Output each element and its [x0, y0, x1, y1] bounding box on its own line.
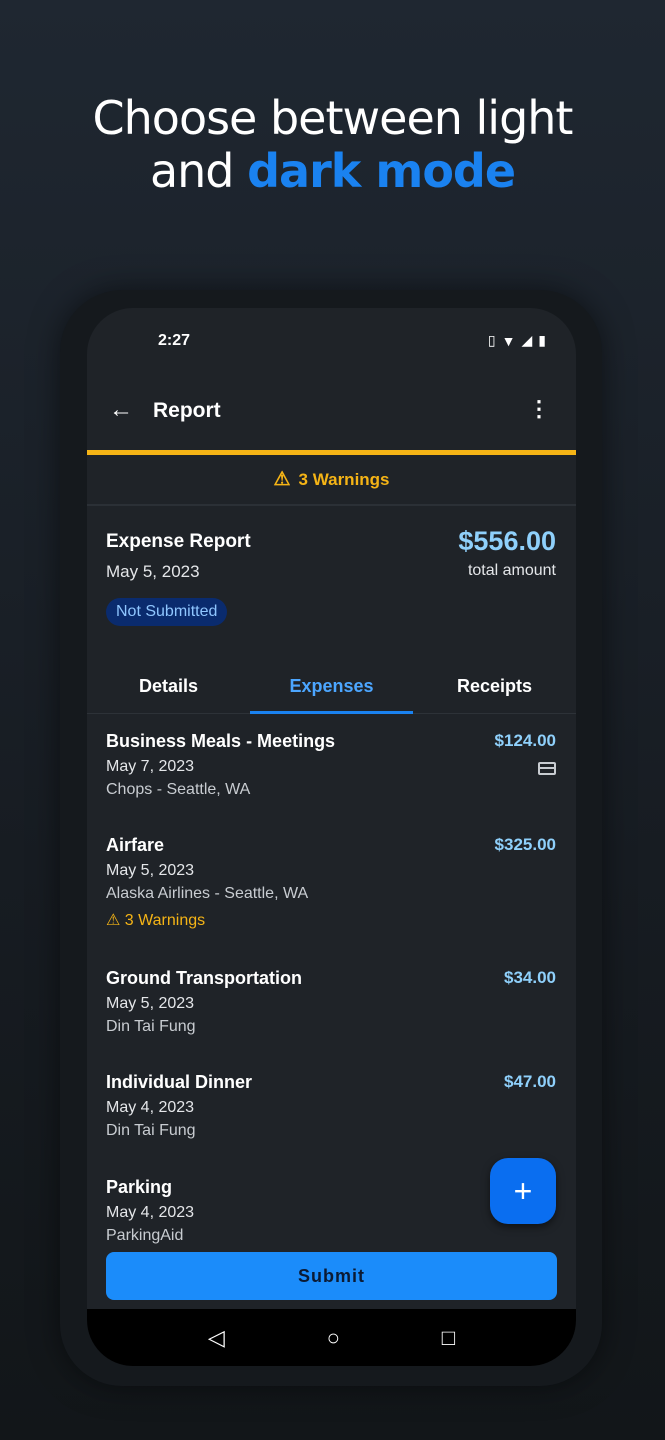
- credit-card-icon: [538, 762, 556, 775]
- expense-title: Ground Transportation: [106, 968, 302, 988]
- warning-icon: ⚠: [273, 469, 291, 490]
- expense-title: Individual Dinner: [106, 1072, 253, 1092]
- status-icons: ▯ ▼ ◢ ▮: [488, 332, 546, 349]
- list-item[interactable]: Individual Dinner May 4, 2023 Din Tai Fu…: [87, 1055, 576, 1160]
- battery-icon: ▮: [538, 332, 546, 348]
- list-item[interactable]: Parking May 4, 2023 ParkingAid: [87, 1160, 576, 1244]
- headline: Choose between light and dark mode: [0, 92, 665, 198]
- nav-recents-icon[interactable]: □: [441, 1324, 456, 1350]
- add-expense-button[interactable]: +: [490, 1158, 556, 1224]
- more-vertical-icon[interactable]: ⋮: [528, 396, 550, 421]
- list-item[interactable]: Ground Transportation May 5, 2023 Din Ta…: [87, 951, 576, 1055]
- warning-bar: [87, 450, 576, 455]
- expense-title: Parking: [106, 1177, 173, 1197]
- phone-screen: 2:27 ▯ ▼ ◢ ▮ ← Report ⋮ ⚠ 3 Warnings Exp…: [87, 308, 576, 1366]
- system-nav-bar: ◁ ○ □: [87, 1309, 576, 1366]
- expense-date: May 5, 2023: [106, 995, 195, 1012]
- expense-date: May 5, 2023: [106, 862, 195, 879]
- expense-merchant: Din Tai Fung: [106, 1018, 196, 1035]
- list-item[interactable]: Airfare May 5, 2023 Alaska Airlines - Se…: [87, 818, 576, 951]
- tab-expenses[interactable]: Expenses: [250, 668, 413, 714]
- report-title: Expense Report: [106, 531, 251, 552]
- nav-home-icon[interactable]: ○: [326, 1324, 340, 1350]
- nav-back-icon[interactable]: ◁: [207, 1324, 225, 1350]
- expense-title: Airfare: [106, 835, 165, 855]
- tab-bar: Details Expenses Receipts: [87, 668, 576, 714]
- list-item[interactable]: Business Meals - Meetings May 7, 2023 Ch…: [87, 714, 576, 818]
- report-date: May 5, 2023: [106, 562, 200, 581]
- wifi-icon: ▼: [501, 332, 516, 349]
- status-badge: Not Submitted: [106, 598, 228, 626]
- expense-merchant: Alaska Airlines - Seattle, WA: [106, 885, 309, 902]
- submit-button[interactable]: Submit: [106, 1252, 557, 1300]
- expense-amount: $34.00: [504, 968, 556, 987]
- expense-amount: $325.00: [494, 835, 556, 854]
- vibrate-icon: ▯: [487, 332, 496, 348]
- expense-list: Business Meals - Meetings May 7, 2023 Ch…: [87, 714, 576, 1244]
- report-amount: $556.00: [458, 526, 556, 556]
- warning-banner-text: 3 Warnings: [298, 469, 390, 489]
- report-amount-label: total amount: [467, 562, 556, 579]
- expense-amount: $47.00: [504, 1072, 556, 1091]
- expense-warning: ⚠ 3 Warnings: [106, 910, 557, 930]
- headline-line-1: Choose between light: [92, 91, 574, 145]
- expense-date: May 4, 2023: [106, 1099, 195, 1116]
- expense-merchant: Din Tai Fung: [106, 1122, 196, 1139]
- warning-banner[interactable]: ⚠ 3 Warnings: [87, 455, 576, 506]
- headline-accent: dark mode: [247, 144, 516, 198]
- expense-title: Business Meals - Meetings: [106, 731, 336, 751]
- expense-merchant: ParkingAid: [106, 1227, 184, 1244]
- page-title: Report: [153, 399, 221, 422]
- arrow-left-icon[interactable]: ←: [109, 396, 133, 423]
- expense-date: May 4, 2023: [106, 1204, 195, 1221]
- tab-receipts[interactable]: Receipts: [456, 676, 533, 696]
- signal-icon: ◢: [521, 332, 533, 348]
- headline-line-2: and dark mode: [0, 145, 665, 198]
- expense-date: May 7, 2023: [106, 758, 195, 775]
- expense-warning-text: 3 Warnings: [124, 912, 206, 929]
- headline-plain: and: [149, 144, 248, 198]
- status-time: 2:27: [158, 332, 191, 349]
- tab-details[interactable]: Details: [138, 676, 199, 696]
- expense-merchant: Chops - Seattle, WA: [106, 781, 251, 798]
- expense-amount: $124.00: [494, 731, 556, 750]
- warning-icon: ⚠: [106, 912, 125, 929]
